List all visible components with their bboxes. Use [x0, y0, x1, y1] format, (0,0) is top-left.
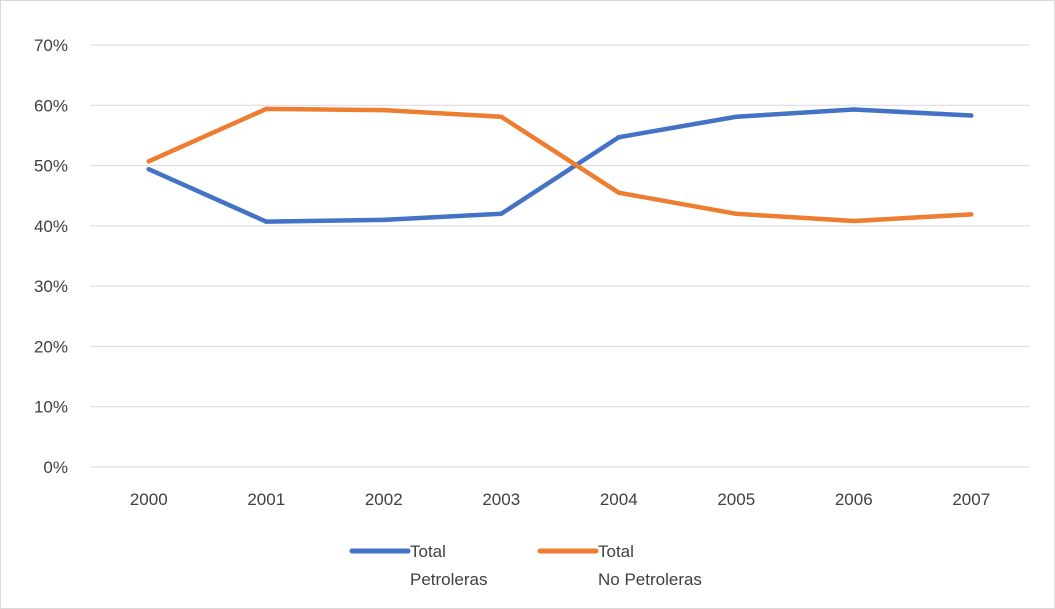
data-point [499, 211, 504, 217]
data-point [146, 166, 151, 172]
data-point [734, 114, 739, 119]
data-point [851, 107, 856, 112]
data-point [381, 107, 386, 113]
x-tick-label: 2002 [365, 490, 403, 509]
y-tick-label: 50% [34, 157, 68, 176]
data-point [734, 211, 739, 217]
legend-item: Total No Petroleras [537, 542, 702, 589]
data-point [499, 114, 504, 119]
series-line-1 [146, 106, 974, 224]
x-tick-label: 2006 [835, 490, 873, 509]
series-lines [146, 106, 974, 224]
x-tick-label: 2007 [952, 490, 990, 509]
data-point [969, 212, 974, 217]
x-tick-label: 2004 [600, 490, 638, 509]
data-point [264, 219, 269, 224]
legend-label: Petroleras [410, 570, 487, 589]
x-tick-label: 2005 [717, 490, 755, 509]
legend-item: Total Petroleras [349, 542, 487, 589]
legend-label: No Petroleras [598, 570, 702, 589]
data-point [616, 134, 621, 140]
y-tick-label: 40% [34, 217, 68, 236]
data-point [146, 159, 151, 164]
legend: Total Petroleras Total No Petroleras [349, 542, 702, 589]
y-tick-label: 0% [43, 458, 68, 477]
y-tick-label: 70% [34, 36, 68, 55]
legend-label: Total [410, 542, 446, 561]
x-tick-label: 2003 [482, 490, 520, 509]
data-point [264, 106, 269, 112]
gridlines [90, 44, 1030, 468]
x-tick-label: 2000 [130, 490, 168, 509]
y-axis-labels: 0% 10% 20% 30% 40% 50% 60% 70% [34, 36, 68, 477]
x-tick-label: 2001 [247, 490, 285, 509]
y-tick-label: 30% [34, 277, 68, 296]
data-point [969, 113, 974, 118]
legend-label: Total [598, 542, 634, 561]
y-tick-label: 10% [34, 398, 68, 417]
data-point [851, 218, 856, 224]
data-point [381, 217, 386, 223]
data-point [616, 190, 621, 195]
y-tick-label: 20% [34, 337, 68, 356]
y-tick-label: 60% [34, 96, 68, 115]
x-axis-labels: 2000 2001 2002 2003 2004 2005 2006 2007 [130, 490, 990, 509]
series-line-0 [146, 107, 974, 224]
